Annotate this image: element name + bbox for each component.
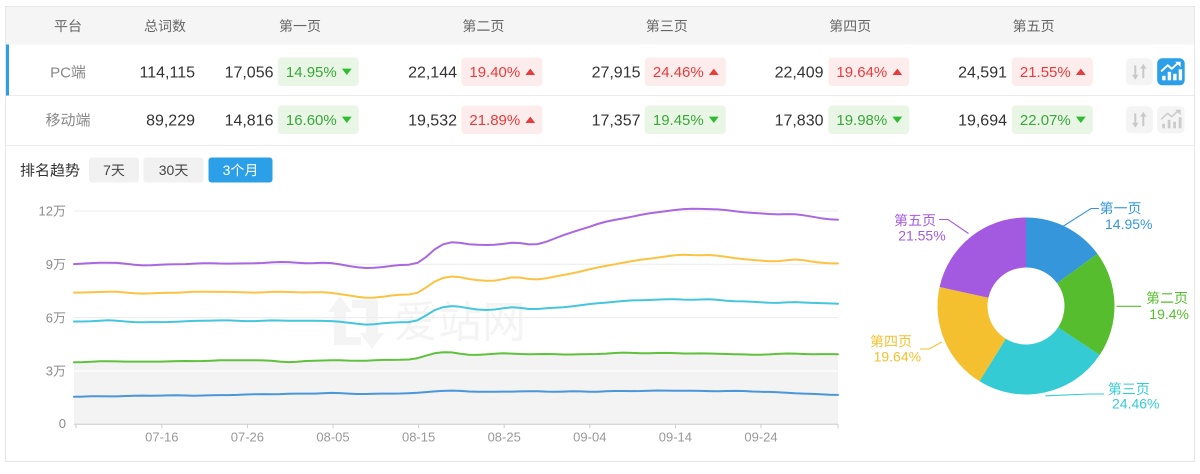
svg-text:6: 6 [46, 310, 53, 325]
svg-text:7: 7 [103, 162, 111, 178]
svg-text:14.95%: 14.95% [1105, 216, 1152, 232]
svg-text:0: 0 [59, 416, 66, 431]
svg-text:24,591: 24,591 [958, 64, 1007, 81]
svg-text:17,056: 17,056 [225, 64, 274, 81]
svg-text:09-24: 09-24 [744, 430, 777, 445]
svg-text:22,409: 22,409 [775, 64, 824, 81]
svg-text:19.64%: 19.64% [836, 64, 887, 81]
svg-text:3: 3 [46, 364, 53, 379]
svg-text:24.46%: 24.46% [1112, 396, 1159, 412]
svg-text:09-14: 09-14 [659, 430, 692, 445]
svg-text:08-05: 08-05 [316, 430, 349, 445]
svg-text:114,115: 114,115 [140, 64, 196, 81]
svg-text:08-15: 08-15 [402, 430, 435, 445]
svg-text:17,830: 17,830 [775, 112, 824, 129]
svg-text:17,357: 17,357 [592, 112, 641, 129]
svg-text:27,915: 27,915 [592, 64, 641, 81]
svg-text:19.40%: 19.40% [469, 64, 520, 81]
svg-text:12: 12 [39, 204, 53, 219]
svg-text:09-04: 09-04 [573, 430, 606, 445]
svg-text:19.45%: 19.45% [653, 112, 704, 129]
svg-text:16.60%: 16.60% [286, 112, 337, 129]
svg-text:19.98%: 19.98% [836, 112, 887, 129]
svg-text:89,229: 89,229 [146, 112, 195, 129]
svg-text:30: 30 [159, 162, 175, 178]
svg-text:21.55%: 21.55% [1020, 64, 1071, 81]
svg-text:22,144: 22,144 [408, 64, 457, 81]
svg-text:19,694: 19,694 [958, 112, 1007, 129]
svg-text:19.4%: 19.4% [1149, 306, 1189, 322]
svg-text:08-25: 08-25 [488, 430, 521, 445]
svg-text:19.64%: 19.64% [874, 348, 921, 364]
svg-text:21.55%: 21.55% [898, 228, 945, 244]
svg-text:3: 3 [223, 162, 231, 178]
svg-text:24.46%: 24.46% [653, 64, 704, 81]
svg-text:07-16: 07-16 [145, 430, 178, 445]
svg-text:07-26: 07-26 [231, 430, 264, 445]
svg-text:14.95%: 14.95% [286, 64, 337, 81]
svg-text:9: 9 [46, 257, 53, 272]
svg-text:19,532: 19,532 [408, 112, 457, 129]
svg-text:21.89%: 21.89% [469, 112, 520, 129]
svg-text:22.07%: 22.07% [1020, 112, 1071, 129]
svg-text:PC: PC [50, 64, 71, 81]
svg-text:14,816: 14,816 [225, 112, 274, 129]
